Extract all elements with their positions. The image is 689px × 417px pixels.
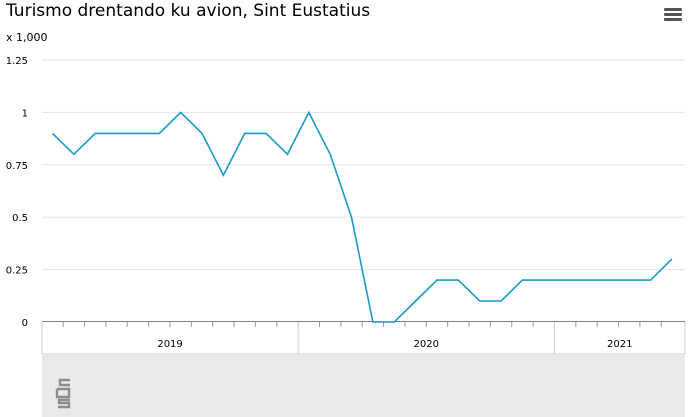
hamburger-menu-icon[interactable] — [664, 7, 682, 23]
series-line — [51, 110, 673, 323]
unit-label: x 1,000 — [6, 31, 48, 44]
gridlines — [42, 59, 685, 271]
y-tick-label: 1.25 — [6, 56, 28, 67]
year-band — [42, 322, 685, 354]
chart-title: Turismo drentando ku avion, Sint Eustati… — [6, 1, 371, 21]
footer-panel — [42, 355, 685, 417]
y-tick-label: 0.25 — [6, 266, 28, 277]
series — [51, 110, 673, 323]
y-tick-label: 0.5 — [12, 213, 28, 224]
cbs-logo — [55, 378, 71, 409]
y-axis: 0 0.25 0.5 0.75 1 1.25 — [6, 56, 28, 329]
x-year-label: 2020 — [414, 339, 439, 350]
x-axis: 2019 2020 2021 — [41, 321, 686, 355]
y-tick-label: 0 — [22, 318, 28, 329]
x-year-label: 2021 — [607, 339, 632, 350]
x-year-label: 2019 — [157, 339, 182, 350]
y-tick-label: 0.75 — [6, 161, 28, 172]
y-tick-label: 1 — [22, 108, 28, 119]
